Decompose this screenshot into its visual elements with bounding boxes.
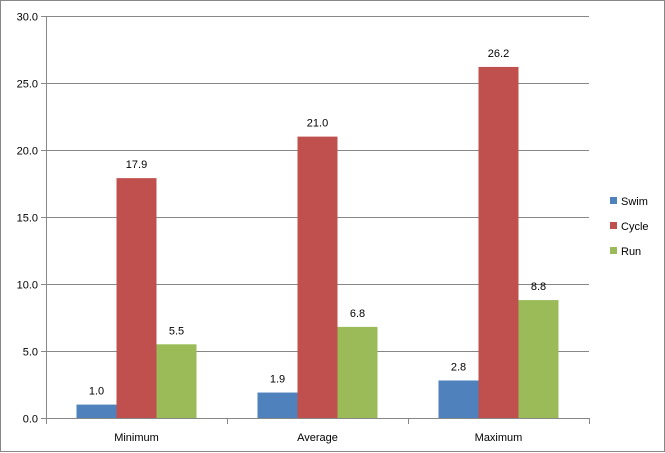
y-tick-label: 30.0 [17, 12, 38, 24]
data-label: 26.2 [488, 48, 509, 60]
bars [76, 66, 559, 419]
bar-swim [257, 392, 298, 418]
x-category-label: Average [297, 432, 338, 444]
data-label: 1.0 [89, 386, 104, 398]
legend: Swim Cycle Run [610, 196, 649, 258]
bar-run [156, 344, 197, 418]
legend-label: Run [621, 246, 641, 258]
bar-run [337, 326, 378, 418]
data-label: 2.8 [451, 361, 466, 373]
bar-swim [438, 380, 479, 418]
y-tick-label: 10.0 [17, 280, 38, 292]
bar-swim [76, 404, 117, 418]
data-label: 21.0 [307, 118, 328, 130]
y-tick-label: 5.0 [23, 347, 38, 359]
bar-cycle [297, 136, 338, 418]
legend-label: Cycle [621, 221, 649, 233]
bar-cycle [478, 66, 519, 419]
y-tick-label: 15.0 [17, 213, 38, 225]
data-label: 8.8 [531, 281, 546, 293]
legend-swatch [610, 247, 617, 254]
data-label: 5.5 [169, 325, 184, 337]
data-label: 1.9 [270, 374, 285, 386]
bar-run [518, 300, 559, 418]
y-tick-label: 0.0 [23, 414, 38, 426]
legend-swatch [610, 222, 617, 229]
legend-swatch [610, 197, 617, 204]
legend-label: Swim [621, 196, 648, 208]
data-label: 17.9 [126, 159, 147, 171]
bar-cycle [116, 178, 157, 418]
y-tick-label: 20.0 [17, 146, 38, 158]
axes: 0.0 5.0 10.0 15.0 20.0 25.0 30.0 [17, 12, 590, 426]
y-tick-label: 25.0 [17, 79, 38, 91]
x-category-label: Minimum [114, 432, 159, 444]
data-label: 6.8 [350, 308, 365, 320]
labels: Minimum Average Maximum 1.0 1.9 2.8 17.9 21.0 26… [89, 48, 546, 444]
x-category-label: Maximum [475, 432, 523, 444]
